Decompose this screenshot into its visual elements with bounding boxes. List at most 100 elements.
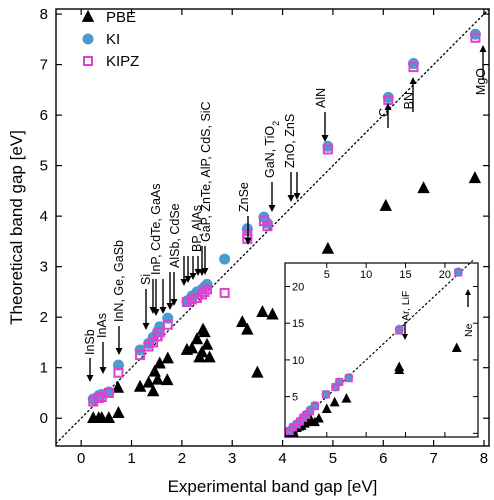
pbe-point xyxy=(190,332,204,345)
pbe-point xyxy=(112,406,125,418)
y-tick-label: 2 xyxy=(40,309,48,326)
annotation-znse-arrow-head xyxy=(244,238,252,245)
inset-pbe-point xyxy=(451,342,462,353)
x-tick-label: 5 xyxy=(329,450,337,467)
annotation-extra-arrow-head xyxy=(152,309,160,316)
annotation-aln-arrow-head xyxy=(321,135,329,142)
annotation-gan-tio-arrow-head xyxy=(268,205,276,212)
inset-kipz-point xyxy=(310,402,319,411)
inset-annotation-ar-lif-arrow-head xyxy=(402,334,408,340)
pbe-point xyxy=(266,307,279,320)
y-tick-label: 0 xyxy=(40,410,48,427)
ki-point xyxy=(154,321,166,333)
x-tick-label: 7 xyxy=(429,450,437,467)
pbe-point xyxy=(161,351,174,364)
annotation-mgo-label: MgO xyxy=(474,68,488,95)
annotation-c-label: C xyxy=(377,108,391,117)
y-tick-label: 7 xyxy=(40,57,48,74)
annotation-inp-cdte-gaas-arrow-head xyxy=(149,307,157,314)
annotation-extra-arrow-head xyxy=(170,299,178,306)
annotation-extra-arrow-head xyxy=(159,307,167,314)
annotation-extra-arrow-head xyxy=(198,269,206,276)
legend-ki-label: KI xyxy=(106,31,120,48)
pbe-point xyxy=(142,375,155,388)
annotation-inn-ge-gasb-label: InN, Ge, GaSb xyxy=(112,240,126,322)
pbe-point xyxy=(256,304,269,317)
pbe-point xyxy=(102,411,116,424)
pbe-point xyxy=(241,322,254,335)
pbe-point xyxy=(161,373,174,386)
x-tick-label: 6 xyxy=(379,450,387,467)
x-tick-label: 4 xyxy=(278,450,286,467)
kipz-point xyxy=(103,387,114,398)
kipz-point xyxy=(135,350,146,361)
inset-pbe-point xyxy=(394,364,405,375)
pbe-point xyxy=(468,171,482,184)
annotation-gan-tio-subscript: 2 xyxy=(271,121,281,126)
y-tick-label: 3 xyxy=(40,259,48,276)
annotation-gap-znte-alp-cds-sic-label: GaP, ZnTe, AlP, CdS, SiC xyxy=(199,101,213,242)
y-tick-label: 1 xyxy=(40,360,48,377)
legend-kipz-label: KIPZ xyxy=(106,53,139,70)
inset-kipz-point xyxy=(344,374,353,383)
kipz-point xyxy=(262,221,273,232)
pbe-point xyxy=(195,345,209,358)
y-tick-label: 5 xyxy=(40,158,48,175)
y-tick-label: 8 xyxy=(40,6,48,23)
inset-x-tick-label: 10 xyxy=(360,269,372,281)
x-axis-title: Experimental band gap [eV] xyxy=(168,477,378,496)
legend-pbe-marker xyxy=(81,9,95,22)
x-tick-label: 8 xyxy=(480,450,488,467)
main-plot-frame xyxy=(55,8,490,447)
annotation-insb-label: InSb xyxy=(83,329,97,355)
x-tick-label: 1 xyxy=(127,450,135,467)
inset-pbe-point xyxy=(329,396,340,407)
annotation-alsb-cdse-arrow-head xyxy=(166,303,174,310)
annotation-mgo-arrow-head xyxy=(479,45,487,52)
annotation-aln-label: AlN xyxy=(314,88,328,108)
annotation-zno-zns-label: ZnO, ZnS xyxy=(283,114,297,168)
pbe-point xyxy=(111,380,125,393)
ki-point xyxy=(219,253,231,265)
annotation-alsb-cdse-label: AlSb, CdSe xyxy=(168,203,182,268)
kipz-point xyxy=(202,284,213,295)
inset-kipz-point xyxy=(335,377,344,386)
inset-y-tick-label: 15 xyxy=(292,318,304,330)
kipz-point xyxy=(219,287,230,298)
kipz-point xyxy=(408,62,419,73)
pbe-point xyxy=(203,350,216,363)
pbe-point xyxy=(200,337,214,350)
inset-kipz-point xyxy=(321,390,330,399)
main-plot: 0 1 2 3 4 5 6 7 8 0 1 2 3 4 5 6 7 8 Experimental band gap … xyxy=(7,6,490,496)
pbe-point xyxy=(417,181,430,194)
inset-annotation-ar-lif-label: Ar, LiF xyxy=(400,291,412,321)
kipz-point xyxy=(470,32,481,43)
annotation-bn-arrow-head xyxy=(409,77,417,84)
annotation-inas-label: InAs xyxy=(95,313,109,338)
annotation-znse-label: ZnSe xyxy=(237,182,251,212)
inset-pbe-point xyxy=(321,403,332,413)
kipz-point xyxy=(186,294,197,305)
inset-annotation-ne-arrow-head xyxy=(465,289,471,295)
kipz-point xyxy=(322,144,333,155)
inset-x-tick-label: 20 xyxy=(439,269,451,281)
inset-frame xyxy=(284,262,479,438)
inset-pbe-point xyxy=(313,412,324,423)
kipz-point xyxy=(154,327,165,338)
x-tick-label: 2 xyxy=(178,450,186,467)
annotation-bp-alas-arrow-head xyxy=(180,279,188,286)
x-tick-label: 3 xyxy=(228,450,236,467)
kipz-point xyxy=(162,319,173,330)
annotation-bp-alas-label: BP, AlAs xyxy=(190,205,204,252)
annotation-inp-cdte-gaas-label: InP, CdTe, GaAs xyxy=(149,184,163,276)
annotation-inn-ge-gasb-arrow-head xyxy=(115,348,123,355)
inset-kipz-point xyxy=(395,326,404,335)
annotation-insb-arrow-head xyxy=(86,375,94,382)
kipz-point xyxy=(113,367,124,378)
annotation-extra-arrow-head xyxy=(293,193,301,200)
inset-x-tick-label: 15 xyxy=(399,269,411,281)
annotation-si-arrow-head xyxy=(142,323,150,330)
annotation-gan-tio-label: GaN, TiO2 xyxy=(263,121,281,178)
